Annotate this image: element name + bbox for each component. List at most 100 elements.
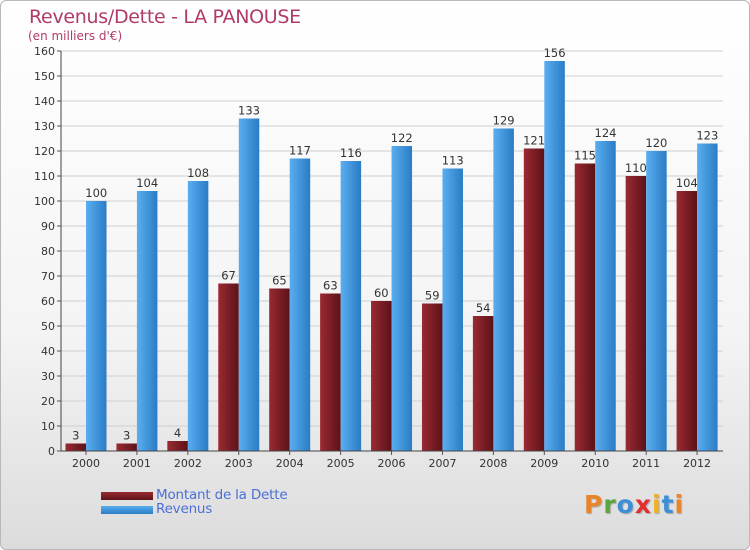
x-tick-label: 2001 bbox=[123, 457, 151, 470]
bar-dette-2001 bbox=[116, 443, 137, 451]
legend-swatch-revenus bbox=[101, 506, 153, 514]
y-tick-label: 50 bbox=[41, 320, 55, 333]
data-label-dette-2000: 3 bbox=[72, 429, 79, 443]
x-tick-label: 2005 bbox=[327, 457, 355, 470]
x-tick-label: 2011 bbox=[632, 457, 660, 470]
legend-swatch-dette bbox=[101, 492, 153, 500]
data-label-revenus-2012: 123 bbox=[696, 129, 718, 143]
x-tick-label: 2006 bbox=[378, 457, 406, 470]
x-tick-label: 2009 bbox=[530, 457, 558, 470]
data-label-revenus-2006: 122 bbox=[391, 131, 413, 145]
data-label-dette-2011: 110 bbox=[625, 161, 647, 175]
bar-revenus-2012 bbox=[697, 143, 718, 451]
bar-dette-2005 bbox=[320, 293, 341, 451]
data-label-dette-2007: 59 bbox=[425, 289, 440, 303]
bar-dette-2012 bbox=[676, 191, 698, 451]
y-tick-label: 30 bbox=[41, 370, 55, 383]
data-label-revenus-2001: 104 bbox=[136, 176, 158, 190]
logo-letter: x bbox=[634, 490, 652, 519]
x-tick-label: 2010 bbox=[581, 457, 609, 470]
data-labels: 3 100 3 104 4 108 67 133 65 117 63 116 60 122 59 113 54 1… bbox=[72, 46, 718, 443]
y-tick-label: 40 bbox=[41, 345, 55, 358]
y-tick-label: 10 bbox=[41, 420, 55, 433]
data-label-dette-2001: 3 bbox=[123, 429, 130, 443]
logo-letter: i bbox=[674, 490, 685, 519]
y-tick-label: 120 bbox=[34, 145, 55, 158]
y-tick-label: 130 bbox=[34, 120, 55, 133]
data-label-dette-2003: 67 bbox=[221, 269, 236, 283]
data-label-dette-2008: 54 bbox=[476, 301, 491, 315]
bar-dette-2000 bbox=[65, 443, 86, 451]
x-tick-label: 2012 bbox=[683, 457, 711, 470]
logo-letter: i bbox=[652, 490, 662, 519]
x-tick-label: 2007 bbox=[428, 457, 456, 470]
x-tick-label: 2000 bbox=[72, 457, 100, 470]
data-label-dette-2010: 115 bbox=[574, 149, 596, 163]
y-tick-label: 140 bbox=[34, 95, 55, 108]
y-axis-ticks: 0 10 20 30 40 50 60 70 80 90 100 110 120 130 140 150 160 bbox=[34, 45, 61, 458]
y-tick-label: 100 bbox=[34, 195, 55, 208]
proxiti-logo: Proxiti bbox=[584, 490, 684, 519]
data-label-dette-2012: 104 bbox=[676, 176, 698, 190]
x-tick-label: 2002 bbox=[174, 457, 202, 470]
data-label-revenus-2000: 100 bbox=[85, 186, 107, 200]
data-label-revenus-2002: 108 bbox=[187, 166, 209, 180]
bar-dette-2010 bbox=[574, 163, 596, 451]
data-label-revenus-2011: 120 bbox=[645, 136, 667, 150]
y-tick-label: 110 bbox=[34, 170, 55, 183]
bar-revenus-2009 bbox=[544, 61, 565, 451]
bar-revenus-2005 bbox=[340, 161, 362, 451]
y-tick-label: 70 bbox=[41, 270, 55, 283]
data-label-revenus-2010: 124 bbox=[595, 126, 617, 140]
bars bbox=[65, 61, 718, 451]
x-tick-label: 2004 bbox=[276, 457, 304, 470]
y-tick-label: 90 bbox=[41, 220, 55, 233]
y-tick-label: 160 bbox=[34, 45, 55, 58]
bar-revenus-2011 bbox=[646, 151, 667, 451]
axes bbox=[60, 51, 723, 452]
bar-revenus-2003 bbox=[238, 118, 260, 451]
bar-dette-2008 bbox=[472, 316, 494, 451]
y-tick-label: 80 bbox=[41, 245, 55, 258]
bar-dette-2002 bbox=[167, 441, 188, 451]
bar-revenus-2010 bbox=[595, 141, 616, 451]
logo-letter: t bbox=[661, 490, 675, 519]
data-label-revenus-2005: 116 bbox=[340, 146, 362, 160]
data-label-dette-2004: 65 bbox=[272, 274, 287, 288]
data-label-dette-2005: 63 bbox=[323, 279, 338, 293]
data-label-revenus-2003: 133 bbox=[238, 104, 260, 118]
bar-revenus-2000 bbox=[86, 201, 107, 451]
bar-revenus-2007 bbox=[442, 168, 463, 451]
data-label-revenus-2004: 117 bbox=[289, 144, 311, 158]
bar-dette-2006 bbox=[371, 301, 392, 451]
y-tick-label: 150 bbox=[34, 70, 55, 83]
chart-title: Revenus/Dette - LA PANOUSE bbox=[29, 6, 301, 28]
data-label-revenus-2008: 129 bbox=[493, 114, 515, 128]
data-label-revenus-2009: 156 bbox=[544, 46, 566, 60]
data-label-dette-2009: 121 bbox=[523, 134, 545, 148]
logo-letter: P bbox=[584, 490, 604, 519]
legend-label-dette: Montant de la Dette bbox=[156, 487, 288, 503]
bar-revenus-2008 bbox=[493, 128, 514, 451]
bar-dette-2004 bbox=[269, 288, 290, 451]
bar-dette-2011 bbox=[625, 176, 647, 451]
x-axis-ticks: 2000 2001 2002 2003 2004 2005 2006 2007 2008 2009… bbox=[72, 451, 711, 470]
bar-dette-2003 bbox=[218, 283, 239, 451]
bar-revenus-2002 bbox=[187, 181, 209, 451]
x-tick-label: 2003 bbox=[225, 457, 253, 470]
bar-dette-2009 bbox=[523, 148, 545, 451]
y-tick-label: 0 bbox=[48, 445, 55, 458]
legend-label-revenus: Revenus bbox=[156, 501, 213, 517]
y-tick-label: 60 bbox=[41, 295, 55, 308]
data-label-dette-2002: 4 bbox=[174, 426, 181, 440]
chart-subtitle: (en milliers d'€) bbox=[28, 29, 123, 43]
logo-letter: o bbox=[616, 490, 635, 519]
logo-letter: r bbox=[603, 490, 617, 519]
data-label-revenus-2007: 113 bbox=[442, 154, 464, 168]
bar-dette-2007 bbox=[421, 303, 443, 451]
y-tick-label: 20 bbox=[41, 395, 55, 408]
x-tick-label: 2008 bbox=[479, 457, 507, 470]
bar-revenus-2001 bbox=[136, 191, 158, 451]
